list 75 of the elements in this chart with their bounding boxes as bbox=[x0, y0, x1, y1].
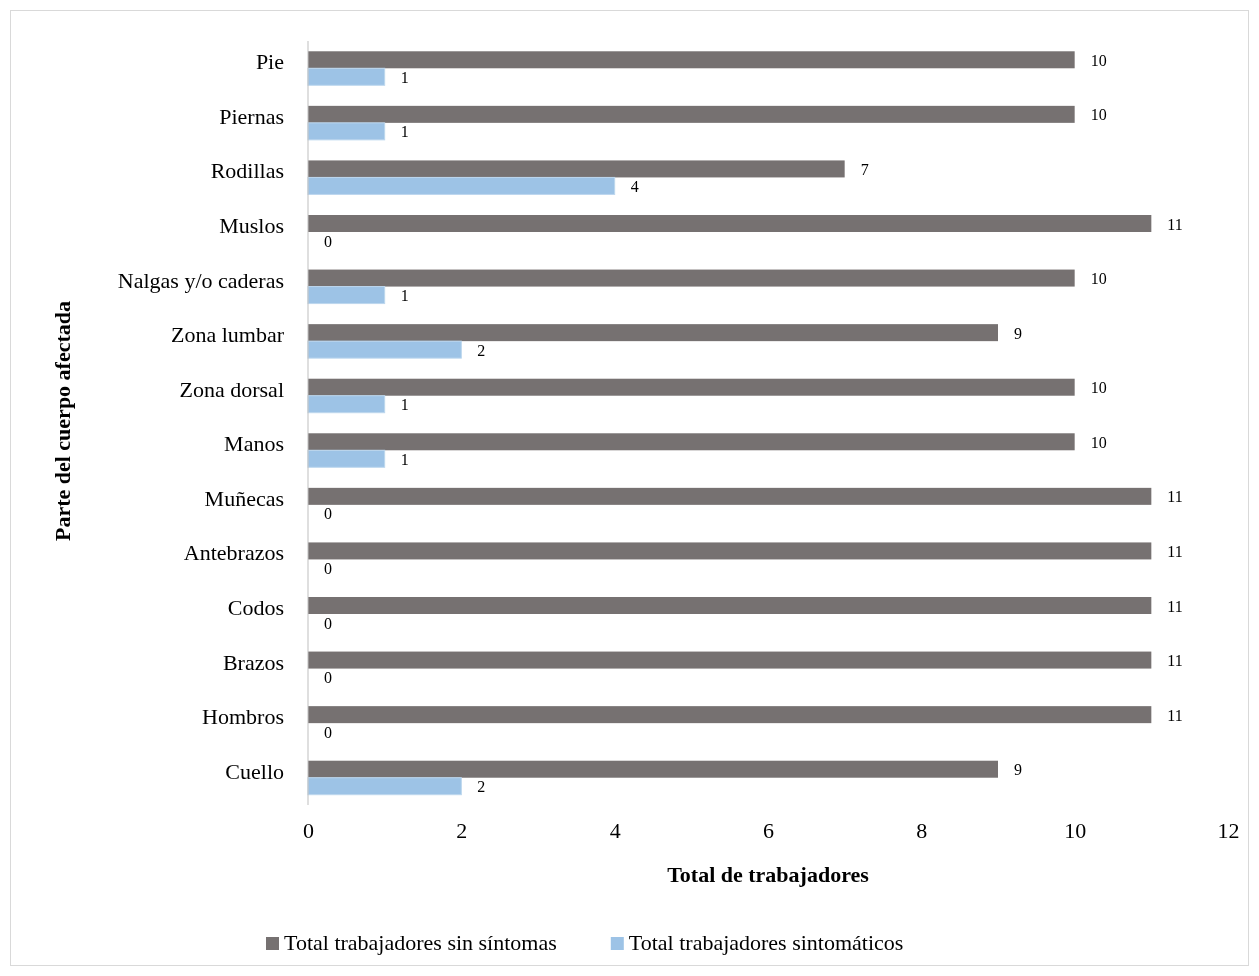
bar bbox=[308, 487, 1152, 505]
y-tick-label: Zona dorsal bbox=[179, 376, 284, 402]
x-tick-label: 4 bbox=[609, 817, 621, 843]
data-label: 2 bbox=[477, 778, 486, 796]
bar bbox=[308, 51, 1075, 69]
y-tick-label: Cuello bbox=[225, 758, 284, 784]
bar bbox=[307, 286, 386, 305]
bar bbox=[308, 760, 998, 778]
y-tick-label: Codos bbox=[227, 595, 284, 620]
data-label: 11 bbox=[1167, 542, 1183, 560]
bar bbox=[308, 160, 845, 178]
y-tick-label: Piernas bbox=[219, 103, 284, 129]
y-tick-label: Muñecas bbox=[204, 485, 284, 511]
y-tick-label: Rodillas bbox=[210, 158, 284, 184]
data-label: 11 bbox=[1167, 652, 1183, 670]
data-label: 11 bbox=[1167, 488, 1183, 506]
data-label: 10 bbox=[1090, 51, 1107, 69]
bar bbox=[308, 706, 1152, 724]
data-label: 2 bbox=[477, 341, 486, 359]
y-tick-label: Brazos bbox=[222, 649, 284, 675]
y-tick-label: Nalgas y/o caderas bbox=[117, 267, 284, 293]
bar bbox=[308, 269, 1075, 287]
data-label: 7 bbox=[860, 160, 869, 178]
bar bbox=[308, 597, 1152, 614]
y-axis-title: Parte del cuerpo afectada bbox=[50, 300, 75, 542]
data-label: 10 bbox=[1090, 379, 1107, 397]
x-tick-label: 6 bbox=[763, 817, 774, 843]
data-label: 0 bbox=[324, 559, 332, 577]
bar bbox=[308, 215, 1152, 232]
bar bbox=[308, 651, 1152, 669]
x-tick-label: 8 bbox=[916, 817, 928, 843]
data-label: 11 bbox=[1167, 597, 1183, 615]
legend-label: Total trabajadores sin síntomas bbox=[284, 930, 557, 955]
bar bbox=[308, 324, 998, 342]
data-label: 11 bbox=[1167, 215, 1183, 233]
y-tick-label: Zona lumbar bbox=[170, 322, 285, 348]
legend-label: Total trabajadores sintomáticos bbox=[628, 930, 904, 955]
data-label: 1 bbox=[400, 68, 409, 86]
bar bbox=[307, 176, 616, 195]
y-tick-label: Pie bbox=[255, 49, 284, 75]
bar bbox=[307, 449, 386, 468]
data-label: 0 bbox=[324, 505, 332, 523]
data-label: 0 bbox=[324, 669, 332, 687]
data-label: 10 bbox=[1090, 270, 1107, 288]
bar bbox=[307, 340, 462, 359]
x-tick-label: 0 bbox=[303, 817, 314, 843]
data-label: 0 bbox=[324, 723, 332, 741]
bar bbox=[308, 433, 1075, 451]
data-label: 0 bbox=[324, 614, 332, 632]
data-label: 11 bbox=[1167, 706, 1183, 724]
x-tick-label: 2 bbox=[456, 817, 468, 843]
data-label: 10 bbox=[1090, 106, 1107, 124]
data-label: 1 bbox=[400, 396, 409, 414]
y-tick-label: Antebrazos bbox=[183, 540, 284, 566]
data-label: 1 bbox=[400, 287, 409, 305]
bar bbox=[308, 378, 1075, 396]
x-tick-label: 10 bbox=[1064, 817, 1087, 843]
bar bbox=[307, 777, 462, 796]
bar bbox=[307, 395, 386, 414]
bar bbox=[308, 542, 1152, 560]
data-label: 10 bbox=[1090, 433, 1107, 451]
bar bbox=[307, 67, 386, 86]
data-label: 1 bbox=[400, 450, 409, 468]
bar bbox=[307, 122, 386, 141]
y-tick-label: Manos bbox=[224, 431, 284, 457]
data-label: 4 bbox=[630, 177, 639, 195]
y-tick-label: Muslos bbox=[219, 213, 284, 238]
x-axis-title: Total de trabajadores bbox=[667, 862, 870, 887]
x-tick-label: 12 bbox=[1217, 817, 1240, 843]
data-label: 9 bbox=[1014, 324, 1022, 342]
bar bbox=[308, 105, 1075, 123]
data-label: 9 bbox=[1014, 761, 1022, 779]
y-tick-label: Hombros bbox=[202, 704, 284, 730]
data-label: 1 bbox=[400, 123, 409, 141]
data-label: 0 bbox=[324, 232, 332, 250]
